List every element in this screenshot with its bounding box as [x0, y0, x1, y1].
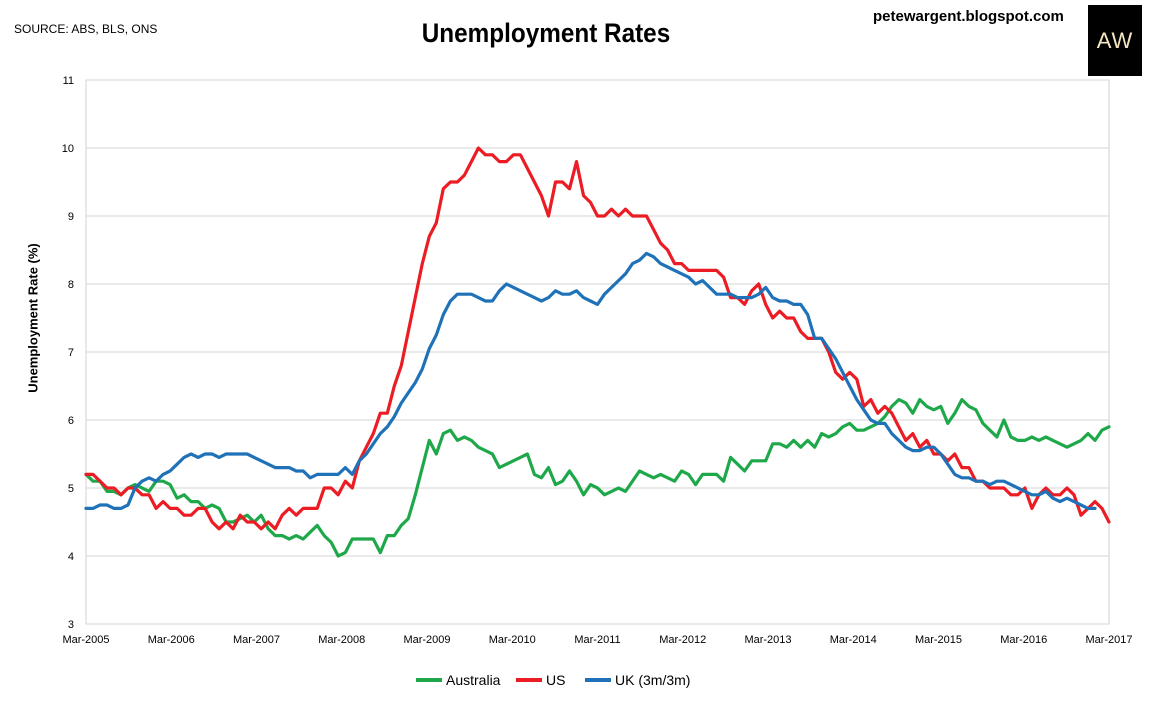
y-tick-label: 6: [68, 415, 74, 427]
chart-title: Unemployment Rates: [421, 18, 671, 48]
x-tick-labels: Mar-2005 Mar-2006 Mar-2007 Mar-2008 Mar-2009…: [62, 634, 1132, 646]
y-tick-label: 9: [68, 211, 74, 223]
x-tick-label: Mar-2008: [318, 634, 365, 646]
source-note: SOURCE: ABS, BLS, ONS: [14, 22, 158, 36]
y-tick-label: 5: [68, 483, 74, 495]
y-tick-label: 10: [62, 143, 74, 155]
aw-logo: AW: [1088, 5, 1142, 76]
x-tick-label: Mar-2005: [62, 634, 109, 646]
y-tick-label: 4: [68, 551, 74, 563]
legend-swatch-us: [516, 678, 542, 682]
legend-swatch-uk: [585, 678, 611, 682]
x-tick-label: Mar-2011: [574, 634, 620, 646]
x-tick-label: Mar-2007: [233, 634, 280, 646]
legend-label-us: US: [546, 672, 566, 688]
x-tick-label: Mar-2013: [744, 634, 791, 646]
x-tick-label: Mar-2017: [1085, 634, 1132, 646]
legend-item-us: US: [516, 672, 565, 688]
x-tick-label: Mar-2010: [489, 634, 536, 646]
series-line-us: [84, 146, 1111, 531]
y-tick-label: 8: [68, 279, 74, 291]
logo-text: AW: [1096, 28, 1134, 53]
series-lines: [84, 146, 1111, 558]
y-tick-labels: 3 4 5 6 7 8 9 10 11: [62, 75, 74, 631]
legend-item-australia: Australia: [416, 672, 500, 688]
x-tick-label: Mar-2006: [148, 634, 195, 646]
x-tick-label: Mar-2015: [915, 634, 962, 646]
legend-label-australia: Australia: [446, 672, 501, 688]
x-tick-label: Mar-2009: [403, 634, 450, 646]
x-tick-label: Mar-2012: [659, 634, 706, 646]
legend-swatch-australia: [416, 678, 442, 682]
y-tick-label: 11: [63, 75, 74, 87]
y-tick-label: 7: [68, 347, 74, 359]
x-tick-label: Mar-2014: [830, 634, 877, 646]
y-axis-label: Unemployment Rate (%): [25, 243, 41, 393]
legend: Australia US UK (3m/3m): [0, 672, 1160, 692]
series-line-australia: [84, 398, 1111, 558]
legend-item-uk: UK (3m/3m): [585, 672, 690, 688]
legend-label-uk: UK (3m/3m): [615, 672, 691, 688]
y-tick-label: 3: [68, 619, 74, 631]
blog-url: petewargent.blogspot.com: [873, 8, 1064, 25]
series-line-uk-3m-3m: [84, 251, 1097, 510]
x-tick-label: Mar-2016: [1000, 634, 1047, 646]
